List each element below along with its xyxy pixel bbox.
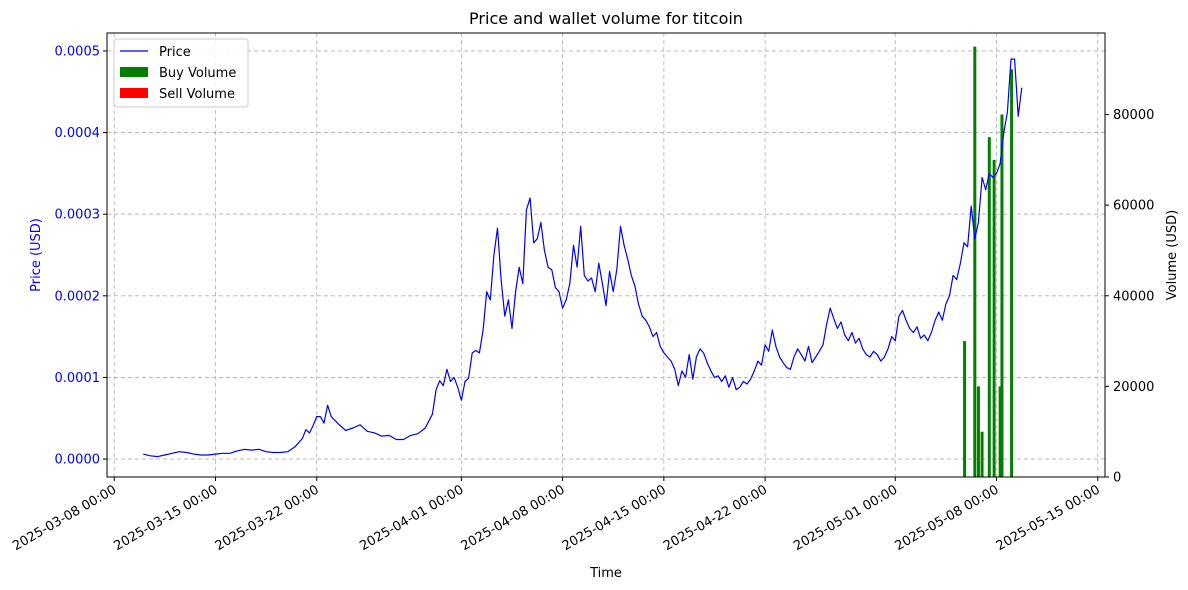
volume-bar <box>1010 69 1014 477</box>
volume-bar <box>973 46 977 478</box>
volume-bar <box>1000 114 1004 477</box>
volume-bars <box>963 46 1014 478</box>
legend: Price Buy Volume Sell Volume <box>113 38 249 108</box>
volume-bar <box>987 137 991 477</box>
legend-sell-swatch <box>120 88 148 98</box>
price-tick-label: 0.0002 <box>55 289 101 304</box>
plot-frame <box>106 32 1106 478</box>
price-tick-label: 0.0000 <box>55 453 101 468</box>
volume-bar <box>980 431 984 477</box>
volume-tick-label: 20000 <box>1113 380 1154 395</box>
chart-title: Price and wallet volume for titcoin <box>469 9 743 28</box>
volume-axis-ticks: 0 20000 40000 60000 80000 <box>1105 108 1154 486</box>
volume-tick-label: 60000 <box>1113 199 1154 214</box>
legend-buy-label: Buy Volume <box>159 66 236 81</box>
volume-bar <box>992 159 996 477</box>
price-axis-label: Price (USD) <box>29 218 44 292</box>
price-tick-label: 0.0001 <box>55 371 101 386</box>
volume-bar <box>963 341 967 477</box>
legend-price-label: Price <box>159 45 191 60</box>
x-axis-label: Time <box>589 566 622 581</box>
price-line <box>143 58 1023 458</box>
volume-axis-label: Volume (USD) <box>1165 210 1180 300</box>
volume-tick-label: 0 <box>1113 471 1121 486</box>
legend-buy-swatch <box>120 67 148 77</box>
legend-sell-label: Sell Volume <box>159 87 235 102</box>
price-tick-label: 0.0003 <box>55 208 101 223</box>
volume-bar <box>998 386 1002 477</box>
volume-bar <box>976 386 980 477</box>
price-tick-label: 0.0005 <box>55 44 101 59</box>
price-tick-label: 0.0004 <box>55 126 101 141</box>
volume-tick-label: 80000 <box>1113 108 1154 123</box>
grid-layer <box>107 33 1105 477</box>
price-axis-ticks: 0.0000 0.0001 0.0002 0.0003 0.0004 0.0005 <box>55 44 107 468</box>
volume-tick-label: 40000 <box>1113 289 1154 304</box>
